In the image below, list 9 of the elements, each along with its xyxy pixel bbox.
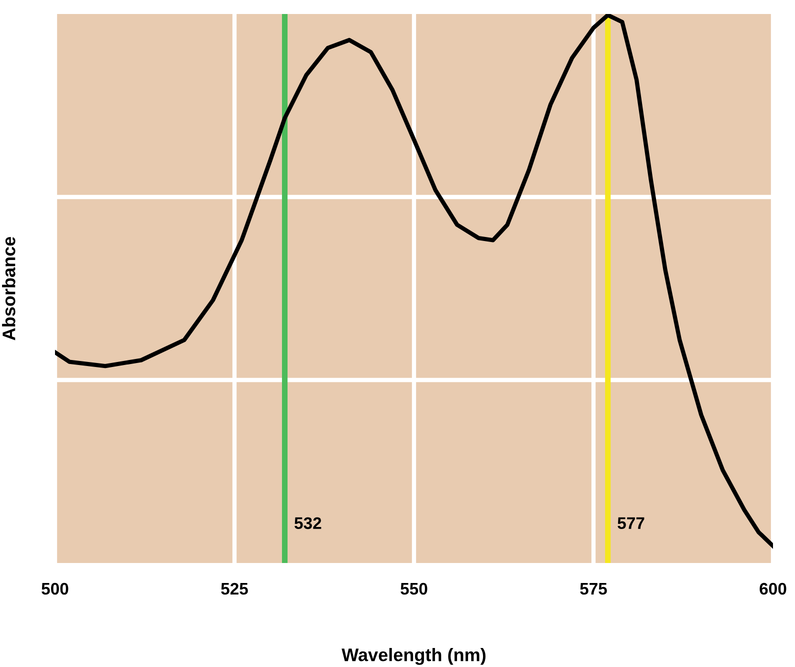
x-tick-label: 525 xyxy=(221,582,248,595)
x-tick-label: 575 xyxy=(580,583,607,595)
x-axis-title: Wavelength (nm) xyxy=(342,648,486,665)
x-tick-label: 500 xyxy=(42,582,68,595)
ref-line-label: 532 xyxy=(294,517,322,530)
x-tick-label: 550 xyxy=(400,582,428,595)
y-axis-title: Absorbance xyxy=(2,236,16,340)
ref-line-label: 577 xyxy=(618,517,644,530)
x-tick-label: 600 xyxy=(760,582,786,595)
